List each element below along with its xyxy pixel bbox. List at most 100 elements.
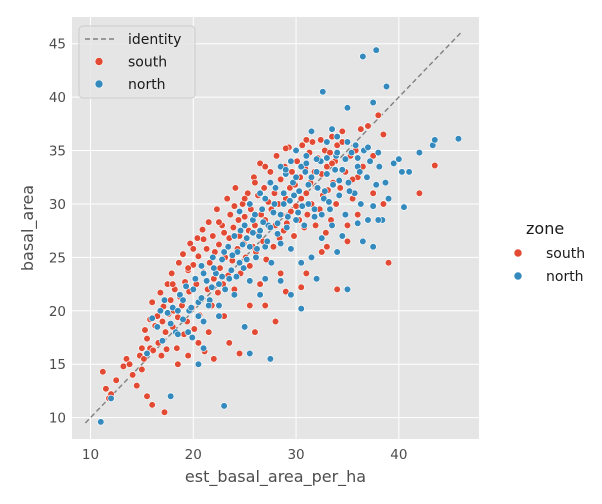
y-tick-labels: 10 15 20 25 30 35 40 45 xyxy=(49,37,66,427)
point-north xyxy=(256,189,264,197)
point-north xyxy=(218,273,226,281)
point-south xyxy=(119,362,127,370)
point-north xyxy=(280,200,288,208)
point-south xyxy=(175,259,183,267)
point-south xyxy=(213,205,221,213)
point-south xyxy=(157,352,166,360)
legend-inside-point-swatch xyxy=(94,79,104,89)
point-north xyxy=(241,221,249,229)
point-north xyxy=(294,208,302,217)
point-north xyxy=(335,191,343,200)
point-north xyxy=(318,234,326,242)
point-south xyxy=(256,280,264,288)
point-north xyxy=(282,166,290,174)
point-north xyxy=(304,181,312,189)
point-south xyxy=(173,344,181,352)
point-north xyxy=(199,344,208,352)
point-north xyxy=(153,323,161,331)
point-north xyxy=(307,127,316,135)
legend-outside-label: south xyxy=(546,246,585,262)
point-north xyxy=(271,184,280,192)
point-south xyxy=(102,385,110,393)
point-north xyxy=(313,168,321,176)
point-south xyxy=(209,232,217,240)
point-north xyxy=(224,243,232,251)
point-south xyxy=(156,289,164,297)
point-north xyxy=(286,197,294,205)
point-south xyxy=(256,159,264,167)
x-tick-label: 20 xyxy=(185,447,202,463)
point-north xyxy=(267,259,275,267)
legend-inside-label: identity xyxy=(128,32,181,48)
point-north xyxy=(283,223,291,232)
point-north xyxy=(176,291,184,299)
point-north xyxy=(215,280,223,288)
point-north xyxy=(338,232,346,240)
point-north xyxy=(210,264,218,272)
point-north xyxy=(295,187,303,195)
point-south xyxy=(302,269,310,278)
point-north xyxy=(314,184,322,192)
point-north xyxy=(174,307,182,315)
x-tick-label: 40 xyxy=(390,447,407,463)
point-north xyxy=(215,301,223,310)
point-north xyxy=(301,168,309,176)
point-south xyxy=(215,240,223,249)
point-south xyxy=(286,184,294,192)
point-south xyxy=(158,317,167,326)
point-north xyxy=(356,168,364,176)
point-south xyxy=(338,127,346,135)
point-south xyxy=(186,239,194,248)
point-south xyxy=(277,269,285,278)
point-north xyxy=(328,125,336,133)
point-north xyxy=(357,200,365,208)
point-north xyxy=(273,230,282,238)
legend-inside-label: south xyxy=(128,55,167,71)
legend-outside-items: south north xyxy=(513,246,585,285)
point-north xyxy=(277,162,285,171)
legend-outside-swatch xyxy=(513,271,523,281)
point-north xyxy=(273,219,282,227)
point-north xyxy=(328,221,336,229)
point-south xyxy=(214,289,222,297)
point-south xyxy=(168,269,176,278)
point-north xyxy=(341,155,349,163)
point-south xyxy=(322,229,330,237)
point-north xyxy=(454,135,463,143)
point-north xyxy=(292,173,300,181)
point-north xyxy=(246,277,254,285)
point-north xyxy=(390,159,398,167)
point-south xyxy=(277,175,285,183)
point-north xyxy=(194,312,203,320)
point-south xyxy=(415,189,423,197)
point-south xyxy=(374,111,382,119)
point-north xyxy=(292,216,300,224)
point-south xyxy=(317,136,325,144)
point-north xyxy=(230,232,238,240)
point-north xyxy=(270,200,279,208)
point-north xyxy=(258,205,266,213)
point-south xyxy=(271,317,280,326)
point-south xyxy=(235,349,244,358)
x-tick-label: 30 xyxy=(287,447,304,463)
point-north xyxy=(287,291,295,299)
point-north xyxy=(199,317,208,326)
point-north xyxy=(239,240,247,249)
point-north xyxy=(354,219,362,227)
point-south xyxy=(167,296,175,304)
point-south xyxy=(148,401,156,409)
point-north xyxy=(284,213,292,221)
legend-inside: identity south north xyxy=(78,25,196,99)
point-south xyxy=(215,218,223,226)
point-north xyxy=(298,202,306,210)
point-north xyxy=(189,285,197,294)
point-south xyxy=(161,328,170,336)
point-south xyxy=(205,218,213,226)
point-north xyxy=(266,223,274,232)
point-south xyxy=(169,280,177,288)
legend-inside-items: identity south north xyxy=(85,32,181,93)
point-north xyxy=(235,259,244,267)
point-south xyxy=(230,202,238,210)
point-south xyxy=(287,207,295,216)
point-north xyxy=(292,146,300,155)
